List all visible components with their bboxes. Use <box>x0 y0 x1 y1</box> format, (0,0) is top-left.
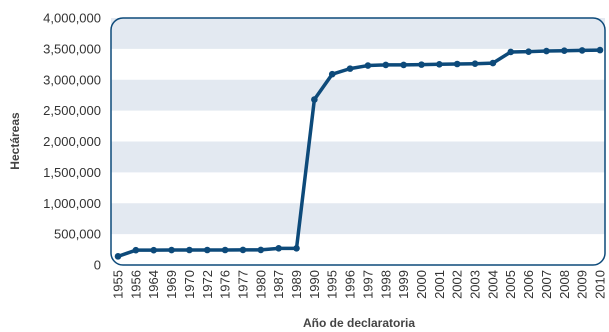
data-point <box>543 47 550 55</box>
data-point <box>364 62 372 69</box>
x-tick-label: 1969 <box>164 270 179 299</box>
grid-bands <box>111 18 605 235</box>
data-point <box>382 61 390 69</box>
x-tick-label: 2007 <box>539 270 554 299</box>
data-point <box>114 253 122 260</box>
x-tick-label: 1972 <box>200 270 215 299</box>
grid-band <box>111 18 605 49</box>
x-tick-label: 1989 <box>289 270 304 299</box>
data-point <box>436 61 443 68</box>
y-tick-label: 2,500,000 <box>43 103 101 118</box>
y-axis-ticks: 0 500,000 1,000,000 1,500,000 2,000,000 2,500… <box>43 11 101 273</box>
grid-band <box>111 141 605 173</box>
y-tick-label: 1,000,000 <box>43 196 101 211</box>
data-point <box>525 48 532 55</box>
data-point <box>293 245 300 252</box>
data-point <box>578 47 586 54</box>
grid-band <box>111 79 605 111</box>
data-point <box>471 60 479 67</box>
data-point <box>400 61 407 69</box>
data-point <box>311 96 318 103</box>
x-tick-label: 1996 <box>343 270 358 299</box>
x-tick-label: 2001 <box>432 270 447 299</box>
y-tick-label: 3,000,000 <box>43 72 101 87</box>
data-point <box>150 246 158 254</box>
x-tick-label: 1964 <box>146 270 161 299</box>
data-point <box>328 70 336 78</box>
x-tick-label: 2008 <box>557 270 572 299</box>
series-line <box>116 48 602 259</box>
x-tick-label: 1956 <box>128 270 143 299</box>
x-tick-label: 1995 <box>325 270 340 299</box>
x-tick-label: 2009 <box>575 270 590 299</box>
data-point <box>186 246 193 254</box>
series-points <box>114 46 604 260</box>
x-axis-ticks: 1955 1956 1964 1969 1970 1972 1976 1977 1980 1987… <box>111 270 608 299</box>
data-point <box>507 48 515 56</box>
x-tick-label: 1976 <box>218 270 233 299</box>
grid-band <box>111 203 605 235</box>
data-point <box>221 246 229 254</box>
data-point <box>168 246 175 254</box>
y-tick-label: 2,000,000 <box>43 134 101 149</box>
x-tick-label: 2003 <box>468 270 483 299</box>
x-tick-label: 1997 <box>360 270 375 299</box>
x-tick-label: 1998 <box>378 270 393 299</box>
data-point <box>132 246 140 254</box>
x-tick-label: 2002 <box>450 270 465 299</box>
data-point <box>418 61 425 68</box>
data-point <box>453 60 461 68</box>
plot-area <box>110 17 606 266</box>
x-tick-label: 2006 <box>521 270 536 299</box>
y-axis-title: Hectáreas <box>8 112 22 170</box>
data-point <box>346 65 354 72</box>
data-point <box>275 245 282 252</box>
y-tick-label: 3,500,000 <box>43 41 101 56</box>
x-tick-label: 2004 <box>485 270 500 299</box>
x-tick-label: 1990 <box>307 270 322 299</box>
x-tick-label: 1977 <box>235 270 250 299</box>
x-tick-label: 1980 <box>253 270 268 299</box>
data-point <box>239 246 247 254</box>
y-tick-label: 0 <box>94 258 101 273</box>
data-point <box>489 59 497 67</box>
x-axis-title: Año de declaratoria <box>303 316 415 330</box>
data-point <box>203 246 211 254</box>
x-tick-label: 2005 <box>503 270 518 299</box>
x-tick-label: 1987 <box>271 270 286 299</box>
data-point <box>257 246 265 254</box>
data-point <box>560 47 568 55</box>
x-tick-label: 1999 <box>396 270 411 299</box>
x-tick-label: 1970 <box>182 270 197 299</box>
data-point <box>596 46 604 54</box>
x-tick-label: 2010 <box>593 270 608 299</box>
y-tick-label: 500,000 <box>54 227 101 242</box>
x-tick-label: 2000 <box>414 270 429 299</box>
y-tick-label: 4,000,000 <box>43 11 101 26</box>
y-tick-label: 1,500,000 <box>43 165 101 180</box>
x-tick-label: 1955 <box>111 270 126 299</box>
